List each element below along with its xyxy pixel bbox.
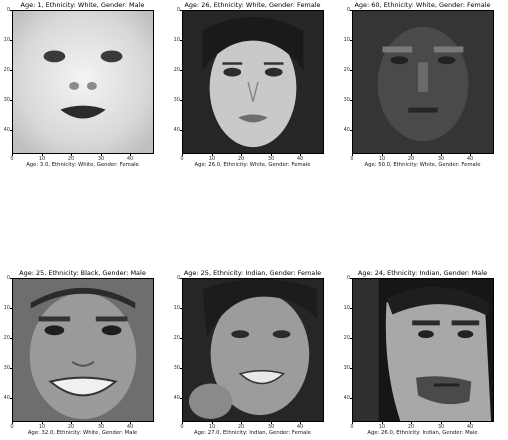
panel-xlabel: Age: 50.0, Ethnicity: White, Gender: Fem… <box>364 162 481 168</box>
panel-title: Age: 60, Ethnicity: White, Gender: Femal… <box>354 1 491 9</box>
x-tick-label: 10 <box>378 422 386 430</box>
y-tick-label: 0 <box>170 275 182 281</box>
panel-4: Age: 25, Ethnicity: Black, Gender: Male … <box>0 268 165 438</box>
panel-title: Age: 24, Ethnicity: Indian, Gender: Male <box>357 269 488 277</box>
x-tick-label: 40 <box>126 154 134 162</box>
x-tick-label: 30 <box>267 422 275 430</box>
y-tick-label: 30 <box>170 365 182 371</box>
y-tick-label: 0 <box>170 7 182 13</box>
x-tick-label: 10 <box>38 422 46 430</box>
y-tick-label: 30 <box>340 97 352 103</box>
face-image <box>12 10 154 154</box>
panel-title: Age: 26, Ethnicity: White, Gender: Femal… <box>184 1 321 9</box>
panel-title: Age: 25, Ethnicity: Indian, Gender: Fema… <box>183 269 322 277</box>
x-tick-label: 0 <box>177 422 187 430</box>
panel-3: Age: 60, Ethnicity: White, Gender: Femal… <box>340 0 505 170</box>
face-image <box>352 278 494 422</box>
y-tick-label: 0 <box>0 275 12 281</box>
panel-5: Age: 25, Ethnicity: Indian, Gender: Fema… <box>170 268 335 438</box>
face-image <box>182 278 324 422</box>
panel-xlabel: Age: 32.0, Ethnicity: White, Gender: Mal… <box>27 430 138 436</box>
y-tick-label: 10 <box>340 37 352 43</box>
x-tick-label: 10 <box>38 154 46 162</box>
y-tick-label: 30 <box>0 97 12 103</box>
y-tick-label: 10 <box>0 37 12 43</box>
face-image <box>12 278 154 422</box>
x-tick-label: 30 <box>437 154 445 162</box>
y-tick-label: 0 <box>0 7 12 13</box>
panel-6: Age: 24, Ethnicity: Indian, Gender: Male… <box>340 268 505 438</box>
x-tick-label: 20 <box>237 422 245 430</box>
y-tick-label: 30 <box>0 365 12 371</box>
x-tick-label: 0 <box>177 154 187 162</box>
panel-1: Age: 1, Ethnicity: White, Gender: Male 0… <box>0 0 165 170</box>
y-tick-label: 10 <box>340 305 352 311</box>
x-tick-label: 30 <box>97 422 105 430</box>
y-tick-label: 20 <box>0 67 12 73</box>
y-tick-label: 10 <box>170 37 182 43</box>
x-tick-label: 0 <box>347 154 357 162</box>
panel-xlabel: Age: 3.0, Ethnicity: White, Gender: Fema… <box>26 162 139 168</box>
x-tick-label: 40 <box>296 154 304 162</box>
x-tick-label: 0 <box>347 422 357 430</box>
x-tick-label: 10 <box>378 154 386 162</box>
panel-xlabel: Age: 26.0, Ethnicity: Indian, Gender: Ma… <box>367 430 478 436</box>
x-tick-label: 40 <box>296 422 304 430</box>
x-tick-label: 30 <box>97 154 105 162</box>
panel-2: Age: 26, Ethnicity: White, Gender: Femal… <box>170 0 335 170</box>
y-tick-label: 20 <box>340 335 352 341</box>
y-tick-label: 30 <box>170 97 182 103</box>
x-tick-label: 10 <box>208 154 216 162</box>
face-image <box>352 10 494 154</box>
y-tick-label: 20 <box>340 67 352 73</box>
x-tick-label: 20 <box>67 422 75 430</box>
x-tick-label: 40 <box>466 422 474 430</box>
y-tick-label: 20 <box>170 67 182 73</box>
y-tick-label: 40 <box>340 127 352 133</box>
face-image <box>182 10 324 154</box>
x-tick-label: 20 <box>407 422 415 430</box>
panel-xlabel: Age: 26.0, Ethnicity: White, Gender: Fem… <box>194 162 311 168</box>
y-tick-label: 40 <box>0 395 12 401</box>
y-tick-label: 20 <box>0 335 12 341</box>
panel-xlabel: Age: 27.0, Ethnicity: Indian, Gender: Fe… <box>194 430 311 436</box>
y-tick-label: 10 <box>170 305 182 311</box>
x-tick-label: 20 <box>407 154 415 162</box>
y-tick-label: 0 <box>340 7 352 13</box>
y-tick-label: 10 <box>0 305 12 311</box>
x-tick-label: 20 <box>67 154 75 162</box>
x-tick-label: 20 <box>237 154 245 162</box>
x-tick-label: 40 <box>126 422 134 430</box>
panel-title: Age: 25, Ethnicity: Black, Gender: Male <box>19 269 146 277</box>
x-tick-label: 10 <box>208 422 216 430</box>
y-tick-label: 0 <box>340 275 352 281</box>
y-tick-label: 40 <box>170 127 182 133</box>
x-tick-label: 0 <box>7 422 17 430</box>
x-tick-label: 40 <box>466 154 474 162</box>
x-tick-label: 30 <box>437 422 445 430</box>
y-tick-label: 40 <box>170 395 182 401</box>
y-tick-label: 40 <box>0 127 12 133</box>
y-tick-label: 40 <box>340 395 352 401</box>
y-tick-label: 20 <box>170 335 182 341</box>
x-tick-label: 30 <box>267 154 275 162</box>
x-tick-label: 0 <box>7 154 17 162</box>
y-tick-label: 30 <box>340 365 352 371</box>
panel-title: Age: 1, Ethnicity: White, Gender: Male <box>20 1 145 9</box>
